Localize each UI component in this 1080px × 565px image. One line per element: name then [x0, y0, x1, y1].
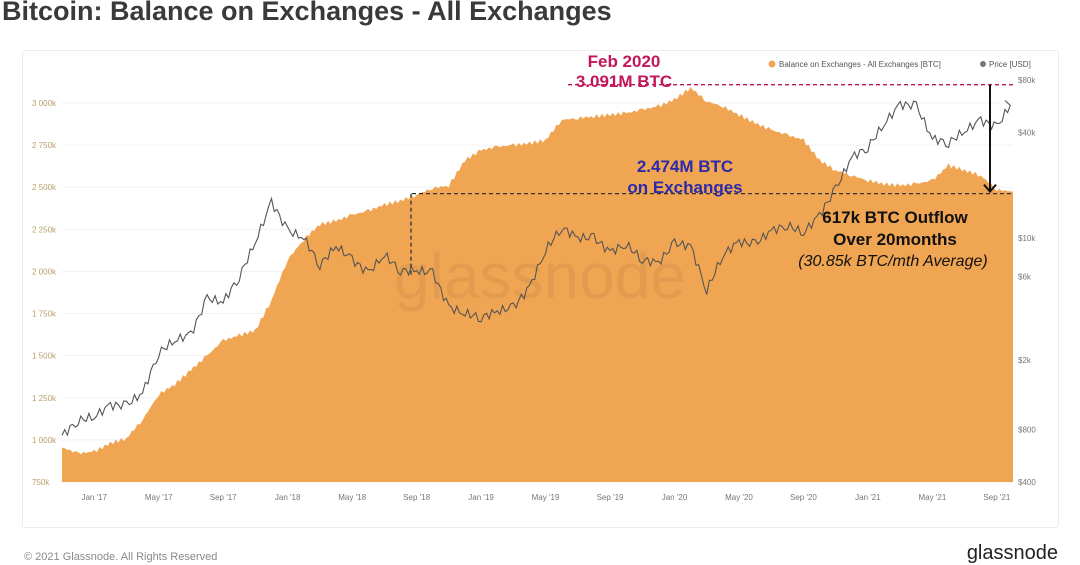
- y-left-tick-label: 1 500k: [32, 352, 57, 361]
- y-right-tick-label: $40k: [1018, 129, 1036, 138]
- balance-area: [62, 87, 1013, 482]
- x-tick-label: May '17: [145, 493, 173, 502]
- x-tick-label: Sep '21: [983, 493, 1010, 502]
- x-tick-label: Jan '19: [468, 493, 494, 502]
- y-right-tick-label: $10k: [1018, 234, 1036, 243]
- outflow-period: Over 20months: [833, 230, 957, 249]
- y-right-tick-label: $80k: [1018, 76, 1036, 85]
- x-tick-label: Jan '21: [855, 493, 881, 502]
- legend-balance-swatch: [768, 60, 776, 68]
- y-right-tick-label: $6k: [1018, 273, 1032, 282]
- x-tick-label: Sep '18: [403, 493, 430, 502]
- x-tick-label: May '20: [725, 493, 753, 502]
- x-tick-label: May '18: [338, 493, 366, 502]
- legend-balance[interactable]: Balance on Exchanges - All Exchanges [BT…: [779, 60, 941, 69]
- arrow-head-icon: [983, 183, 997, 194]
- x-tick-label: Jan '20: [662, 493, 688, 502]
- price-line: [61, 100, 1011, 437]
- x-tick-label: May '21: [919, 493, 947, 502]
- chart-frame: [22, 50, 1059, 528]
- current-label-text: on Exchanges: [627, 178, 742, 197]
- legend-price[interactable]: Price [USD]: [989, 60, 1031, 69]
- y-right-tick-label: $800: [1018, 425, 1036, 434]
- peak-label-date: Feb 2020: [588, 52, 661, 71]
- x-tick-label: Sep '20: [790, 493, 817, 502]
- y-left-tick-label: 3 000k: [32, 99, 57, 108]
- y-right-tick-label: $2k: [1018, 356, 1032, 365]
- y-left-tick-label: 2 500k: [32, 183, 57, 192]
- y-right-tick-label: $400: [1018, 478, 1036, 487]
- brand-logo: glassnode: [966, 542, 1058, 564]
- peak-label-value: 3.091M BTC: [576, 72, 672, 91]
- x-tick-label: Jan '18: [275, 493, 301, 502]
- x-tick-label: Sep '17: [210, 493, 237, 502]
- y-left-tick-label: 2 250k: [32, 225, 57, 234]
- copyright: © 2021 Glassnode. All Rights Reserved: [24, 551, 218, 563]
- y-left-tick-label: 1 000k: [32, 436, 57, 445]
- y-left-tick-label: 1 750k: [32, 310, 57, 319]
- x-tick-label: Jan '17: [81, 493, 107, 502]
- chart-title: Bitcoin: Balance on Exchanges - All Exch…: [2, 0, 612, 26]
- y-left-tick-label: 1 250k: [32, 394, 57, 403]
- y-left-tick-label: 2 000k: [32, 267, 57, 276]
- x-tick-label: May '19: [532, 493, 560, 502]
- x-tick-label: Sep '19: [597, 493, 624, 502]
- y-left-tick-label: 750k: [32, 478, 50, 487]
- current-label-value: 2.474M BTC: [637, 157, 733, 176]
- watermark: glassnode: [394, 240, 686, 312]
- outflow-label: 617k BTC Outflow: [822, 208, 968, 227]
- legend-price-swatch: [980, 61, 986, 67]
- y-left-tick-label: 2 750k: [32, 141, 57, 150]
- outflow-average: (30.85k BTC/mth Average): [798, 253, 987, 270]
